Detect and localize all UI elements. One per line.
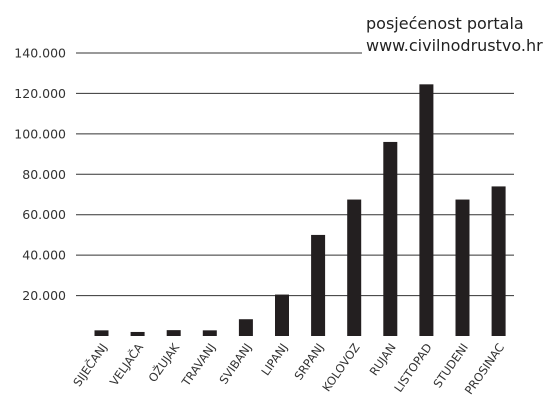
- y-tick-label: 60.000: [22, 207, 66, 222]
- x-tick-label: TRAVANJ: [178, 341, 218, 390]
- bar-4: [238, 319, 253, 336]
- gridlines: [76, 52, 514, 297]
- bar-6: [311, 234, 326, 336]
- x-tick-label: OŽUJAK: [145, 340, 183, 385]
- x-tick-label: LIPANJ: [258, 341, 290, 378]
- y-tick-label: 40.000: [22, 248, 66, 263]
- y-tick-label: 140.000: [14, 46, 66, 61]
- x-tick-label: SRPANJ: [291, 341, 326, 383]
- bar-9: [419, 84, 434, 336]
- bars: [94, 84, 506, 336]
- x-tick-label: SIJEČANJ: [69, 340, 110, 389]
- bar-8: [383, 141, 398, 336]
- y-tick-label: 120.000: [14, 86, 66, 101]
- y-tick-label: 80.000: [22, 167, 66, 182]
- chart-title-line-2: www.civilnodrustvo.hr: [366, 36, 543, 55]
- bar-10: [455, 199, 470, 336]
- bar-3: [202, 330, 217, 336]
- y-tick-label: 100.000: [14, 126, 66, 141]
- x-tick-label: VELJAČA: [106, 340, 146, 388]
- bar-0: [94, 330, 109, 336]
- y-axis-ticks: 20.000 40.000 60.000 80.000 100.000 120.000 14…: [14, 46, 66, 304]
- bar-1: [130, 331, 145, 336]
- bar-11: [491, 186, 506, 336]
- y-tick-label: 20.000: [22, 288, 66, 303]
- bar-5: [275, 294, 289, 336]
- bar-7: [347, 199, 362, 336]
- bar-2: [166, 330, 181, 336]
- chart-title-line-1: posjećenost portala: [366, 14, 524, 33]
- x-tick-label: RUJAN: [367, 341, 399, 379]
- x-tick-label: SVIBANJ: [216, 341, 254, 387]
